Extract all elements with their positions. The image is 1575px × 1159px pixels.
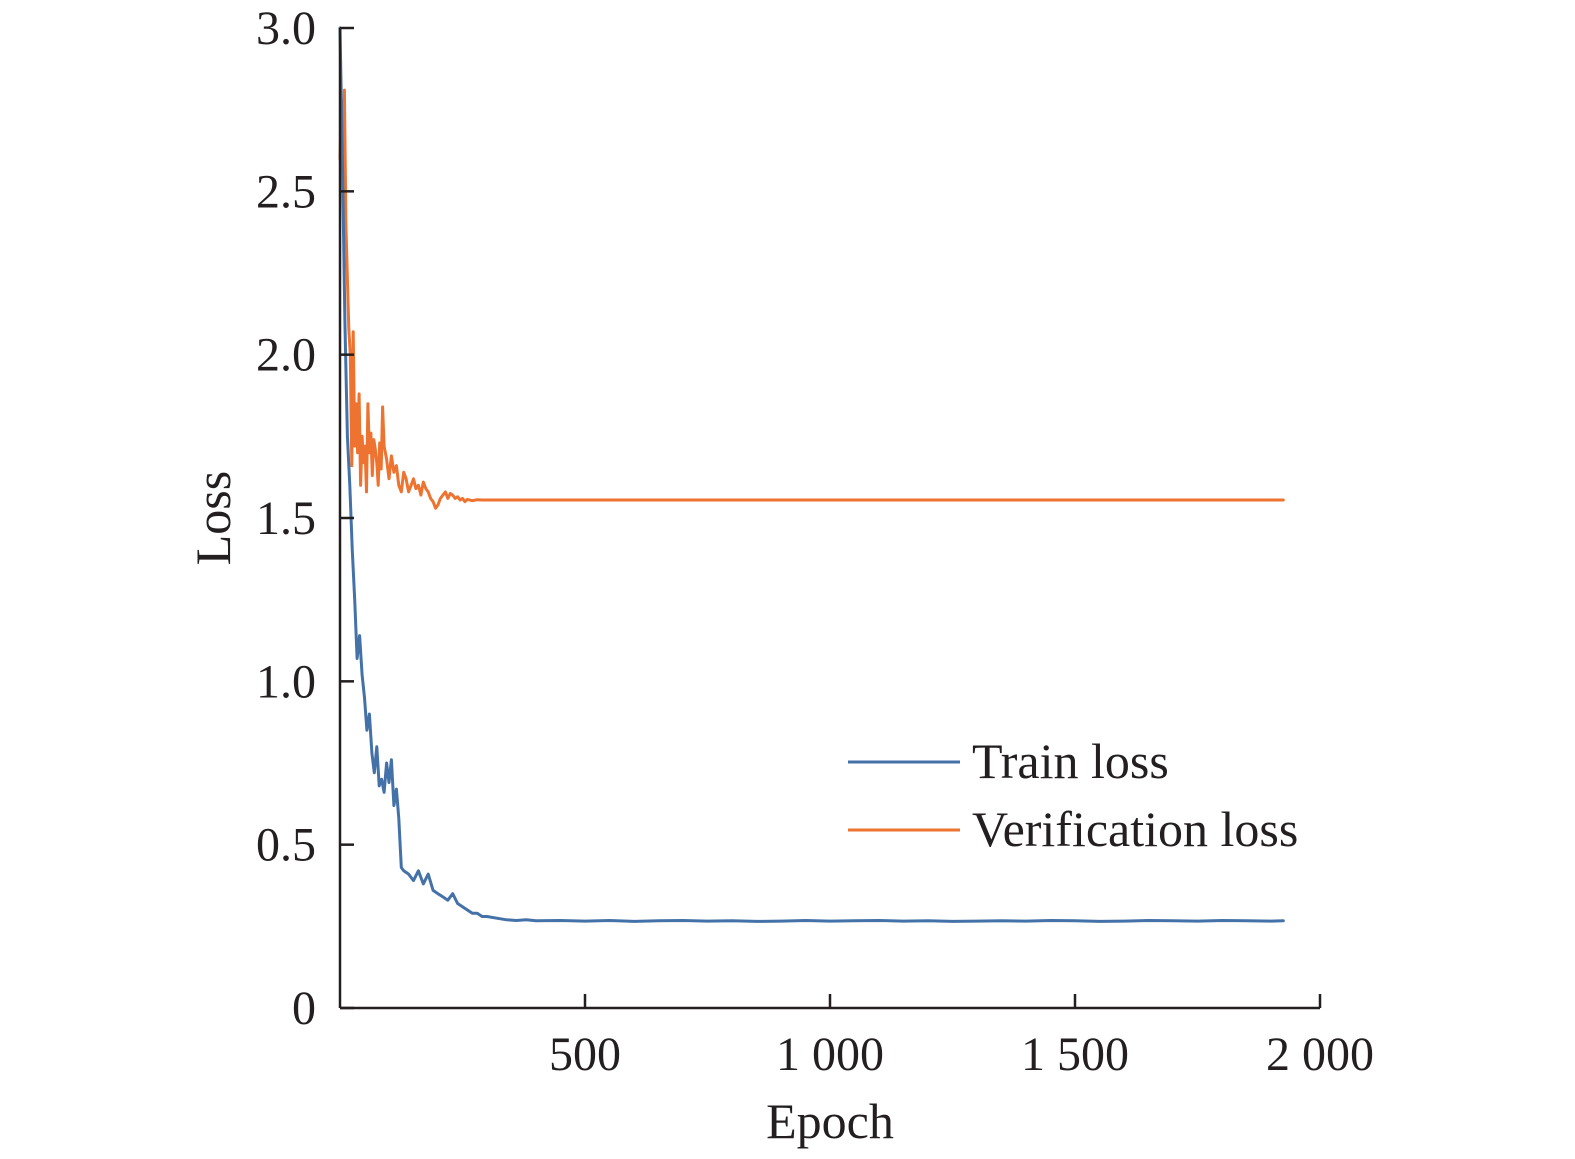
- x-tick-label: 2 000: [1266, 1028, 1374, 1081]
- x-tick-label: 1 000: [776, 1028, 884, 1081]
- y-tick-label: 1.0: [256, 655, 316, 708]
- y-tick-label: 2.5: [256, 165, 316, 218]
- y-tick-label: 0.5: [256, 819, 316, 872]
- ticks: 0 0.5 1.0 1.5 2.0 2.5 3.0 500 1 000 1 500 2 000: [256, 2, 1374, 1081]
- x-tick-label: 1 500: [1021, 1028, 1129, 1081]
- y-tick-label: 1.5: [256, 492, 316, 545]
- legend-label-verification-loss: Verification loss: [972, 801, 1298, 857]
- series-line-verification-loss: [338, 88, 1285, 510]
- series-line-train-loss: [338, 26, 1285, 923]
- y-tick-label: 3.0: [256, 2, 316, 55]
- y-tick-label: 0: [292, 982, 316, 1035]
- y-tick-label: 2.0: [256, 329, 316, 382]
- x-tick-label: 500: [549, 1028, 621, 1081]
- axes: [338, 28, 1320, 1010]
- legend-label-train-loss: Train loss: [972, 733, 1169, 789]
- plot-lines: [338, 26, 1285, 923]
- y-axis-title: Loss: [185, 471, 241, 565]
- legend: Train loss Verification loss: [848, 733, 1298, 857]
- x-axis-title: Epoch: [766, 1093, 894, 1149]
